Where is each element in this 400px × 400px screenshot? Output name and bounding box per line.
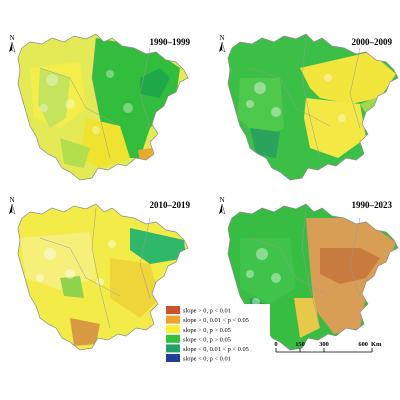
map-panel-2000-2009: N 2000–2009 <box>219 33 399 181</box>
scale-label: 600 <box>358 341 368 348</box>
panel-title: 2000–2009 <box>352 37 393 47</box>
legend-swatch <box>166 325 180 334</box>
legend-swatch <box>166 315 180 324</box>
north-letter: N <box>219 34 224 42</box>
trend-map-2000-2009 <box>228 34 398 180</box>
legend-label: slope > 0, p > 0.05 <box>183 327 231 334</box>
legend-swatch <box>166 344 180 353</box>
scale-label: 0 <box>274 341 277 348</box>
legend-swatch <box>166 306 180 314</box>
legend-item: slope < 0, p < 0.01 <box>166 354 231 363</box>
trend-map-2010-2019 <box>18 204 188 350</box>
prefecture-boundaries <box>249 37 361 159</box>
north-arrow: N <box>9 34 16 53</box>
north-letter: N <box>9 196 14 204</box>
legend-label: slope > 0, p < 0.01 <box>183 308 231 315</box>
legend-item: slope > 0, 0.01 < p < 0.05 <box>166 315 249 324</box>
legend-item: slope < 0, p > 0.05 <box>166 334 231 343</box>
legend: slope > 0, p < 0.01 slope > 0, 0.01 < p <… <box>164 304 270 364</box>
trend-map-1990-1999 <box>18 34 188 180</box>
legend-label: slope > 0, 0.01 < p < 0.05 <box>183 317 249 324</box>
map-panel-2010-2019: N 2010–2019 <box>9 196 191 351</box>
map-panel-1990-2023: N 1990–2023 <box>219 196 399 351</box>
map-panel-1990-1999: N 1990–1999 <box>9 33 191 181</box>
legend-label: slope < 0, p < 0.01 <box>183 356 231 363</box>
panel-title: 1990–2023 <box>352 200 393 210</box>
scale-bar: 0 150 300 600 Km <box>274 341 382 353</box>
legend-item: slope < 0, 0.01 < p < 0.05 <box>166 344 249 353</box>
legend-item: slope > 0, p > 0.05 <box>166 325 231 334</box>
north-letter: N <box>219 196 224 204</box>
north-arrow: N <box>9 196 16 215</box>
scale-label: 150 <box>295 341 305 348</box>
panel-title: 1990–1999 <box>150 37 191 47</box>
legend-label: slope < 0, 0.01 < p < 0.05 <box>183 346 249 353</box>
panel-title: 2010–2019 <box>150 200 191 210</box>
legend-swatch <box>166 354 180 362</box>
trend-map-1990-2023 <box>228 204 398 350</box>
north-arrow: N <box>219 34 226 53</box>
prefecture-boundaries <box>39 37 151 159</box>
scale-unit: Km <box>371 341 382 348</box>
legend-label: slope < 0, p > 0.05 <box>183 336 231 343</box>
prefecture-boundaries <box>249 207 361 329</box>
north-letter: N <box>9 34 14 42</box>
legend-background <box>164 304 270 364</box>
north-arrow: N <box>219 196 226 215</box>
legend-swatch <box>166 334 180 343</box>
scale-label: 300 <box>319 341 329 348</box>
prefecture-boundaries <box>39 207 151 329</box>
legend-item: slope > 0, p < 0.01 <box>166 306 231 315</box>
